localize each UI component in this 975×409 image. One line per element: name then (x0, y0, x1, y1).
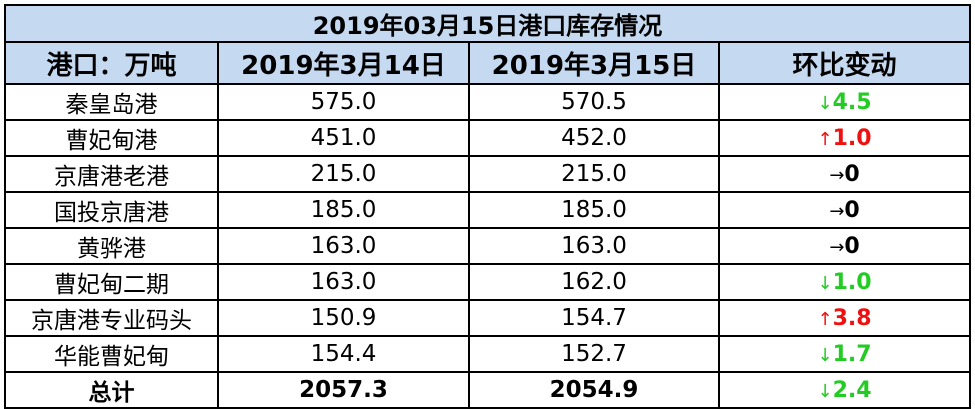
prev-cell: 163.0 (217, 263, 470, 301)
inventory-table: 2019年03月15日港口库存情况 港口：万吨 2019年3月14日 2019年… (3, 4, 972, 409)
data-row: 京唐港老港 215.0 215.0 →0 (4, 155, 972, 193)
data-row: 京唐港专业码头 150.9 154.7 ↑3.8 (4, 299, 972, 337)
change-cell: →0 (717, 191, 972, 229)
prev-cell: 154.4 (217, 335, 470, 373)
change-cell: →0 (717, 227, 972, 265)
port-cell: 京唐港专业码头 (4, 299, 219, 337)
curr-cell: 570.5 (468, 83, 720, 121)
data-row: 总计 2057.3 2054.9 ↓2.4 (4, 371, 972, 409)
data-row: 华能曹妃甸 154.4 152.7 ↓1.7 (4, 335, 972, 373)
curr-cell: 152.7 (468, 335, 720, 373)
table-body: 2019年03月15日港口库存情况 港口：万吨 2019年3月14日 2019年… (3, 4, 972, 409)
change-value: 1.0 (832, 125, 872, 151)
prev-cell: 215.0 (217, 155, 470, 193)
change-arrow: ↓ (817, 344, 833, 366)
change-value: 0 (844, 233, 860, 259)
header-row: 港口：万吨 2019年3月14日 2019年3月15日 环比变动 (4, 41, 972, 85)
prev-cell: 2057.3 (217, 371, 470, 409)
change-arrow: → (829, 236, 845, 258)
change-cell: ↓1.7 (717, 335, 972, 373)
change-arrow: → (829, 164, 845, 186)
change-cell: ↓1.0 (717, 263, 972, 301)
data-row: 曹妃甸二期 163.0 162.0 ↓1.0 (4, 263, 972, 301)
header-cell: 2019年3月15日 (468, 41, 720, 85)
data-row: 秦皇岛港 575.0 570.5 ↓4.5 (4, 83, 972, 121)
data-row: 曹妃甸港 451.0 452.0 ↑1.0 (4, 119, 972, 157)
prev-cell: 163.0 (217, 227, 470, 265)
change-cell: ↓4.5 (717, 83, 972, 121)
header-cell: 港口：万吨 (4, 41, 219, 85)
port-cell: 曹妃甸港 (4, 119, 219, 157)
port-cell: 总计 (4, 371, 219, 409)
change-cell: ↑3.8 (717, 299, 972, 337)
title-row: 2019年03月15日港口库存情况 (3, 4, 972, 43)
change-value: 1.0 (832, 269, 872, 295)
curr-cell: 163.0 (468, 227, 720, 265)
change-value: 4.5 (832, 89, 872, 115)
change-value: 0 (844, 197, 860, 223)
data-row: 国投京唐港 185.0 185.0 →0 (4, 191, 972, 229)
change-value: 1.7 (832, 341, 872, 367)
change-arrow: ↓ (817, 380, 833, 402)
data-row: 黄骅港 163.0 163.0 →0 (4, 227, 972, 265)
change-cell: ↓2.4 (717, 371, 972, 409)
prev-cell: 575.0 (217, 83, 470, 121)
change-arrow: ↑ (817, 308, 833, 330)
change-cell: →0 (717, 155, 972, 193)
change-arrow: → (829, 200, 845, 222)
prev-cell: 451.0 (217, 119, 470, 157)
curr-cell: 215.0 (468, 155, 720, 193)
port-cell: 国投京唐港 (4, 191, 219, 229)
curr-cell: 185.0 (468, 191, 720, 229)
curr-cell: 162.0 (468, 263, 720, 301)
prev-cell: 185.0 (217, 191, 470, 229)
port-cell: 秦皇岛港 (4, 83, 219, 121)
change-arrow: ↓ (817, 272, 833, 294)
change-arrow: ↑ (817, 128, 833, 150)
header-cell: 环比变动 (717, 41, 972, 85)
change-value: 2.4 (832, 377, 872, 403)
curr-cell: 2054.9 (468, 371, 720, 409)
curr-cell: 154.7 (468, 299, 720, 337)
curr-cell: 452.0 (468, 119, 720, 157)
port-cell: 京唐港老港 (4, 155, 219, 193)
change-value: 3.8 (832, 305, 872, 331)
change-arrow: ↓ (817, 92, 833, 114)
port-cell: 曹妃甸二期 (4, 263, 219, 301)
header-cell: 2019年3月14日 (217, 41, 470, 85)
change-cell: ↑1.0 (717, 119, 972, 157)
prev-cell: 150.9 (217, 299, 470, 337)
change-value: 0 (844, 161, 860, 187)
port-cell: 华能曹妃甸 (4, 335, 219, 373)
table-title: 2019年03月15日港口库存情况 (3, 4, 972, 43)
port-cell: 黄骅港 (4, 227, 219, 265)
